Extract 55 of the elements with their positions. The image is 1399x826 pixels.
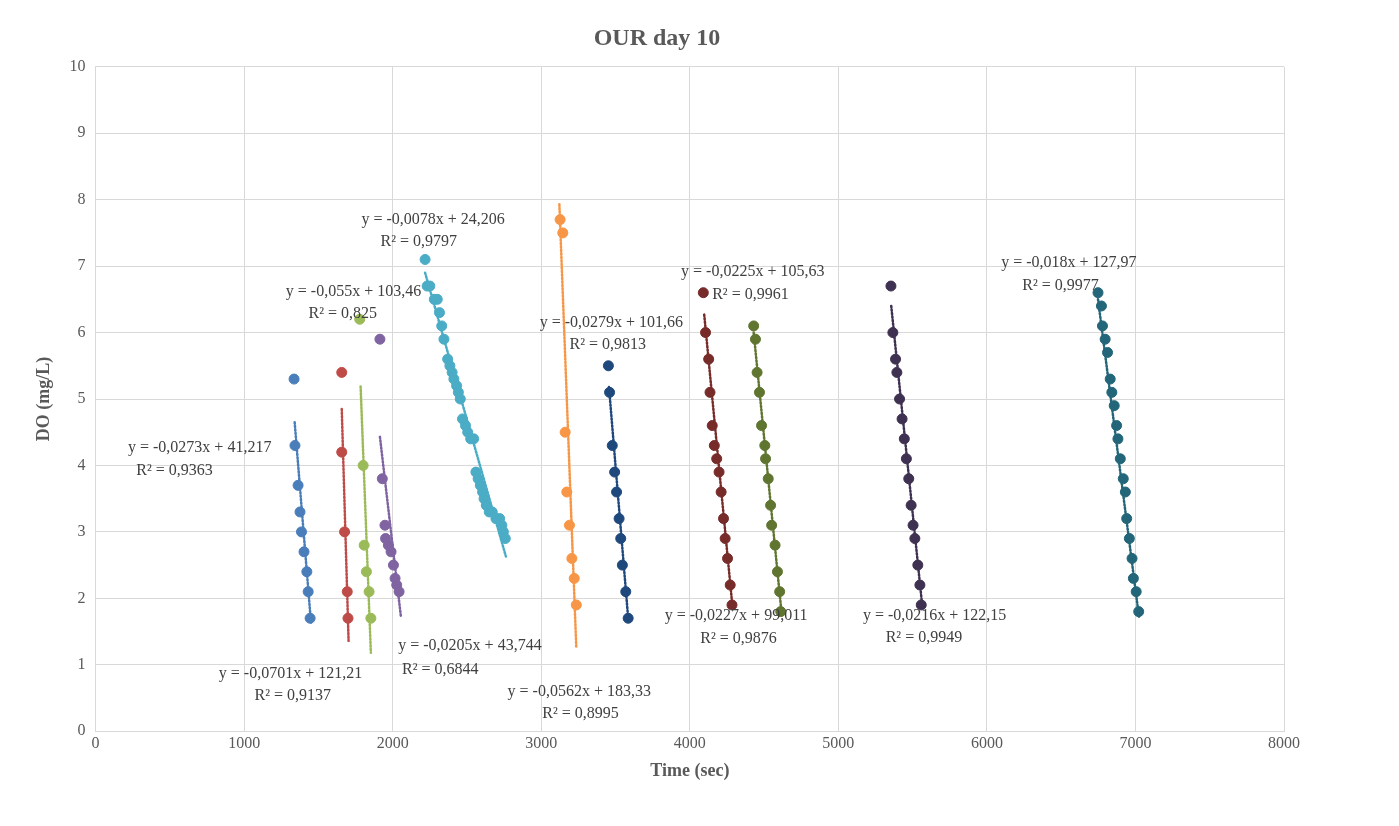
y-tick-label: 3 <box>77 522 86 540</box>
annotation: R² = 0,9137 <box>254 686 332 704</box>
y-tick-label: 0 <box>77 721 86 739</box>
annotation: y = -0,0205x + 43,744 <box>398 635 542 654</box>
annotation: y = -0,018x + 127,97 <box>1001 253 1137 271</box>
annotation: y = -0,0216x + 122,15 <box>862 605 1007 624</box>
y-tick-label: 2 <box>77 588 86 606</box>
point <box>885 280 897 292</box>
annotation: y = -0,0227x + 99,011 <box>664 605 808 624</box>
x-tick-label: 2000 <box>376 734 409 751</box>
annotation: R² = 0,9797 <box>380 231 458 249</box>
annotation: y = -0,0225x + 105,63 <box>681 261 825 280</box>
x-axis-title: Time (sec) <box>650 759 730 781</box>
annotation: R² = 0,9961 <box>712 284 789 302</box>
annotation: R² = 0,9949 <box>885 628 963 646</box>
point <box>419 253 431 265</box>
annotation: R² = 0,9876 <box>700 629 777 647</box>
point <box>336 366 348 378</box>
annotation: R² = 0,825 <box>308 304 378 322</box>
y-tick-label: 7 <box>77 256 86 274</box>
point <box>602 360 614 372</box>
point <box>379 519 391 531</box>
y-tick-label: 5 <box>77 389 86 407</box>
annotation: R² = 0,9363 <box>136 460 213 478</box>
annotation: R² = 0,8995 <box>542 704 619 722</box>
x-tick-label: 3000 <box>525 734 558 751</box>
y-tick-label: 8 <box>77 189 86 207</box>
x-tick-label: 6000 <box>970 734 1003 751</box>
annotation: y = -0,0279x + 101,66 <box>539 313 684 332</box>
y-tick-label: 1 <box>77 654 86 672</box>
x-tick-label: 1000 <box>228 734 261 751</box>
x-tick-label: 4000 <box>673 734 706 751</box>
x-tick-label: 8000 <box>1268 734 1300 751</box>
y-tick-label: 10 <box>69 57 86 74</box>
annotation: R² = 0,9813 <box>569 335 647 353</box>
point <box>499 533 511 545</box>
y-axis-title: DO (mg/L) <box>33 356 55 442</box>
chart-title: OUR day 10 <box>593 23 721 50</box>
annotation: R² = 0,6844 <box>401 659 479 677</box>
x-tick-label: 5000 <box>822 734 855 751</box>
y-tick-label: 9 <box>77 123 86 141</box>
y-tick-label: 4 <box>77 455 86 473</box>
annotation: y = -0,0273x + 41,217 <box>128 437 272 456</box>
point <box>374 333 386 345</box>
annotation: y = -0,0078x + 24,206 <box>361 209 505 228</box>
annotation: y = -0,0562x + 183,33 <box>507 682 651 701</box>
point <box>748 320 760 332</box>
annotation: R² = 0,9977 <box>1022 275 1099 293</box>
x-tick-label: 0 <box>91 734 100 751</box>
point <box>288 373 300 385</box>
annotation: y = -0,055x + 103,46 <box>285 281 422 300</box>
x-tick-label: 7000 <box>1119 734 1152 751</box>
annotation: y = -0,0701x + 121,21 <box>218 664 363 683</box>
y-tick-label: 6 <box>77 322 86 340</box>
point <box>697 287 709 299</box>
